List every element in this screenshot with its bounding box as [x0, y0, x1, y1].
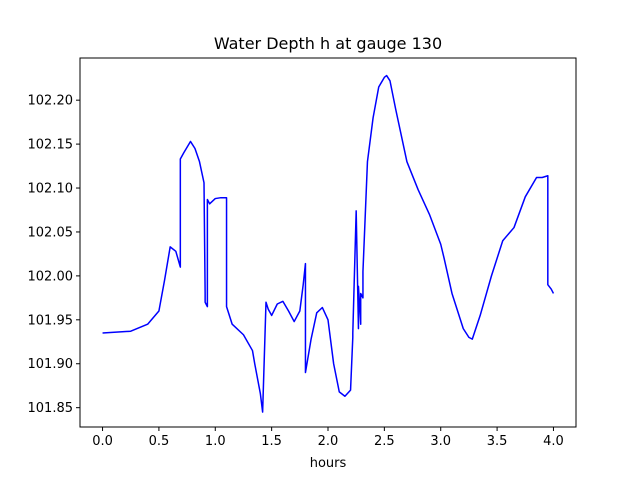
y-tick-label: 101.95: [28, 313, 74, 328]
y-tick-label: 102.10: [28, 182, 74, 197]
series-line-0: [102, 74, 555, 413]
x-tick-label: 2.5: [374, 434, 395, 449]
x-tick-label: 4.0: [543, 434, 564, 449]
x-tick-label: 1.5: [261, 434, 282, 449]
x-tick-label: 3.0: [430, 434, 451, 449]
x-tick-label: 3.5: [487, 434, 508, 449]
x-axis-ticks: 0.0 0.5 1.0 1.5 2.0 2.5 3.0 3.5 4.0: [92, 427, 564, 449]
x-tick-label: 2.0: [318, 434, 339, 449]
chart-title: Water Depth h at gauge 130: [214, 34, 442, 53]
y-axis-ticks: 101.85 101.90 101.95 102.00 102.05 102.10 102.…: [28, 94, 80, 416]
x-tick-label: 1.0: [205, 434, 226, 449]
y-tick-label: 102.15: [28, 138, 74, 153]
y-tick-label: 102.00: [28, 269, 74, 284]
x-tick-label: 0.0: [92, 434, 113, 449]
y-tick-label: 101.90: [28, 357, 74, 372]
y-tick-label: 102.05: [28, 225, 74, 240]
y-tick-label: 101.85: [28, 401, 74, 416]
plot-area: [102, 74, 555, 413]
y-tick-label: 102.20: [28, 94, 74, 109]
x-axis-label: hours: [310, 456, 347, 471]
x-tick-label: 0.5: [149, 434, 170, 449]
